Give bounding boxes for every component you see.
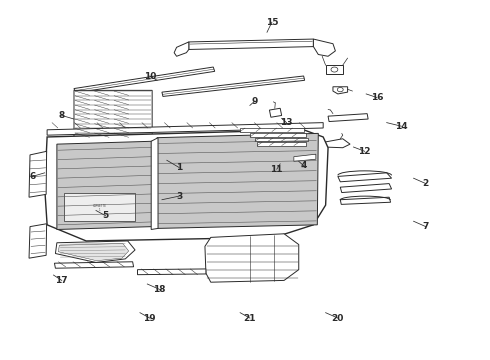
Bar — [64, 193, 135, 221]
Polygon shape — [138, 269, 206, 275]
Polygon shape — [314, 39, 335, 56]
Polygon shape — [333, 87, 347, 94]
Text: 5: 5 — [102, 211, 109, 220]
Circle shape — [331, 67, 338, 72]
Text: 1: 1 — [99, 208, 101, 212]
Text: 15: 15 — [266, 18, 278, 27]
Text: 19: 19 — [144, 314, 156, 323]
Polygon shape — [58, 243, 129, 261]
Polygon shape — [74, 67, 215, 93]
Polygon shape — [55, 241, 135, 262]
Text: 6: 6 — [29, 172, 36, 181]
Text: 2: 2 — [423, 179, 429, 188]
Text: 3: 3 — [176, 192, 182, 201]
Text: 4: 4 — [300, 161, 307, 170]
Text: 16: 16 — [370, 93, 383, 102]
Polygon shape — [151, 138, 158, 229]
Polygon shape — [255, 138, 308, 141]
Text: 11: 11 — [270, 165, 283, 174]
Polygon shape — [174, 42, 189, 56]
Text: 13: 13 — [280, 118, 293, 127]
Polygon shape — [270, 108, 282, 117]
Polygon shape — [338, 173, 392, 182]
Polygon shape — [54, 262, 134, 268]
Text: 14: 14 — [395, 122, 408, 131]
Text: 1: 1 — [176, 163, 182, 172]
Polygon shape — [47, 123, 323, 135]
Polygon shape — [257, 142, 306, 145]
Polygon shape — [240, 128, 304, 132]
Text: 18: 18 — [153, 285, 166, 294]
Text: 12: 12 — [359, 147, 371, 156]
Polygon shape — [328, 114, 368, 122]
Polygon shape — [323, 139, 350, 148]
Text: 21: 21 — [244, 314, 256, 323]
Polygon shape — [340, 197, 391, 204]
Polygon shape — [189, 39, 314, 49]
Polygon shape — [45, 130, 328, 241]
Polygon shape — [74, 90, 152, 139]
Polygon shape — [29, 224, 47, 258]
Polygon shape — [57, 141, 152, 229]
Text: 7: 7 — [422, 222, 429, 231]
Polygon shape — [326, 65, 343, 74]
Text: CORVETTE: CORVETTE — [93, 204, 107, 208]
Text: 17: 17 — [55, 276, 68, 285]
Polygon shape — [29, 151, 47, 197]
Text: 20: 20 — [332, 314, 344, 323]
Polygon shape — [162, 76, 305, 96]
Polygon shape — [340, 184, 392, 193]
Circle shape — [337, 87, 343, 92]
Polygon shape — [205, 234, 299, 282]
Polygon shape — [294, 154, 316, 161]
Polygon shape — [157, 134, 318, 228]
Text: 9: 9 — [251, 96, 258, 105]
Polygon shape — [250, 134, 306, 137]
Text: 10: 10 — [144, 72, 156, 81]
Text: 8: 8 — [59, 111, 65, 120]
